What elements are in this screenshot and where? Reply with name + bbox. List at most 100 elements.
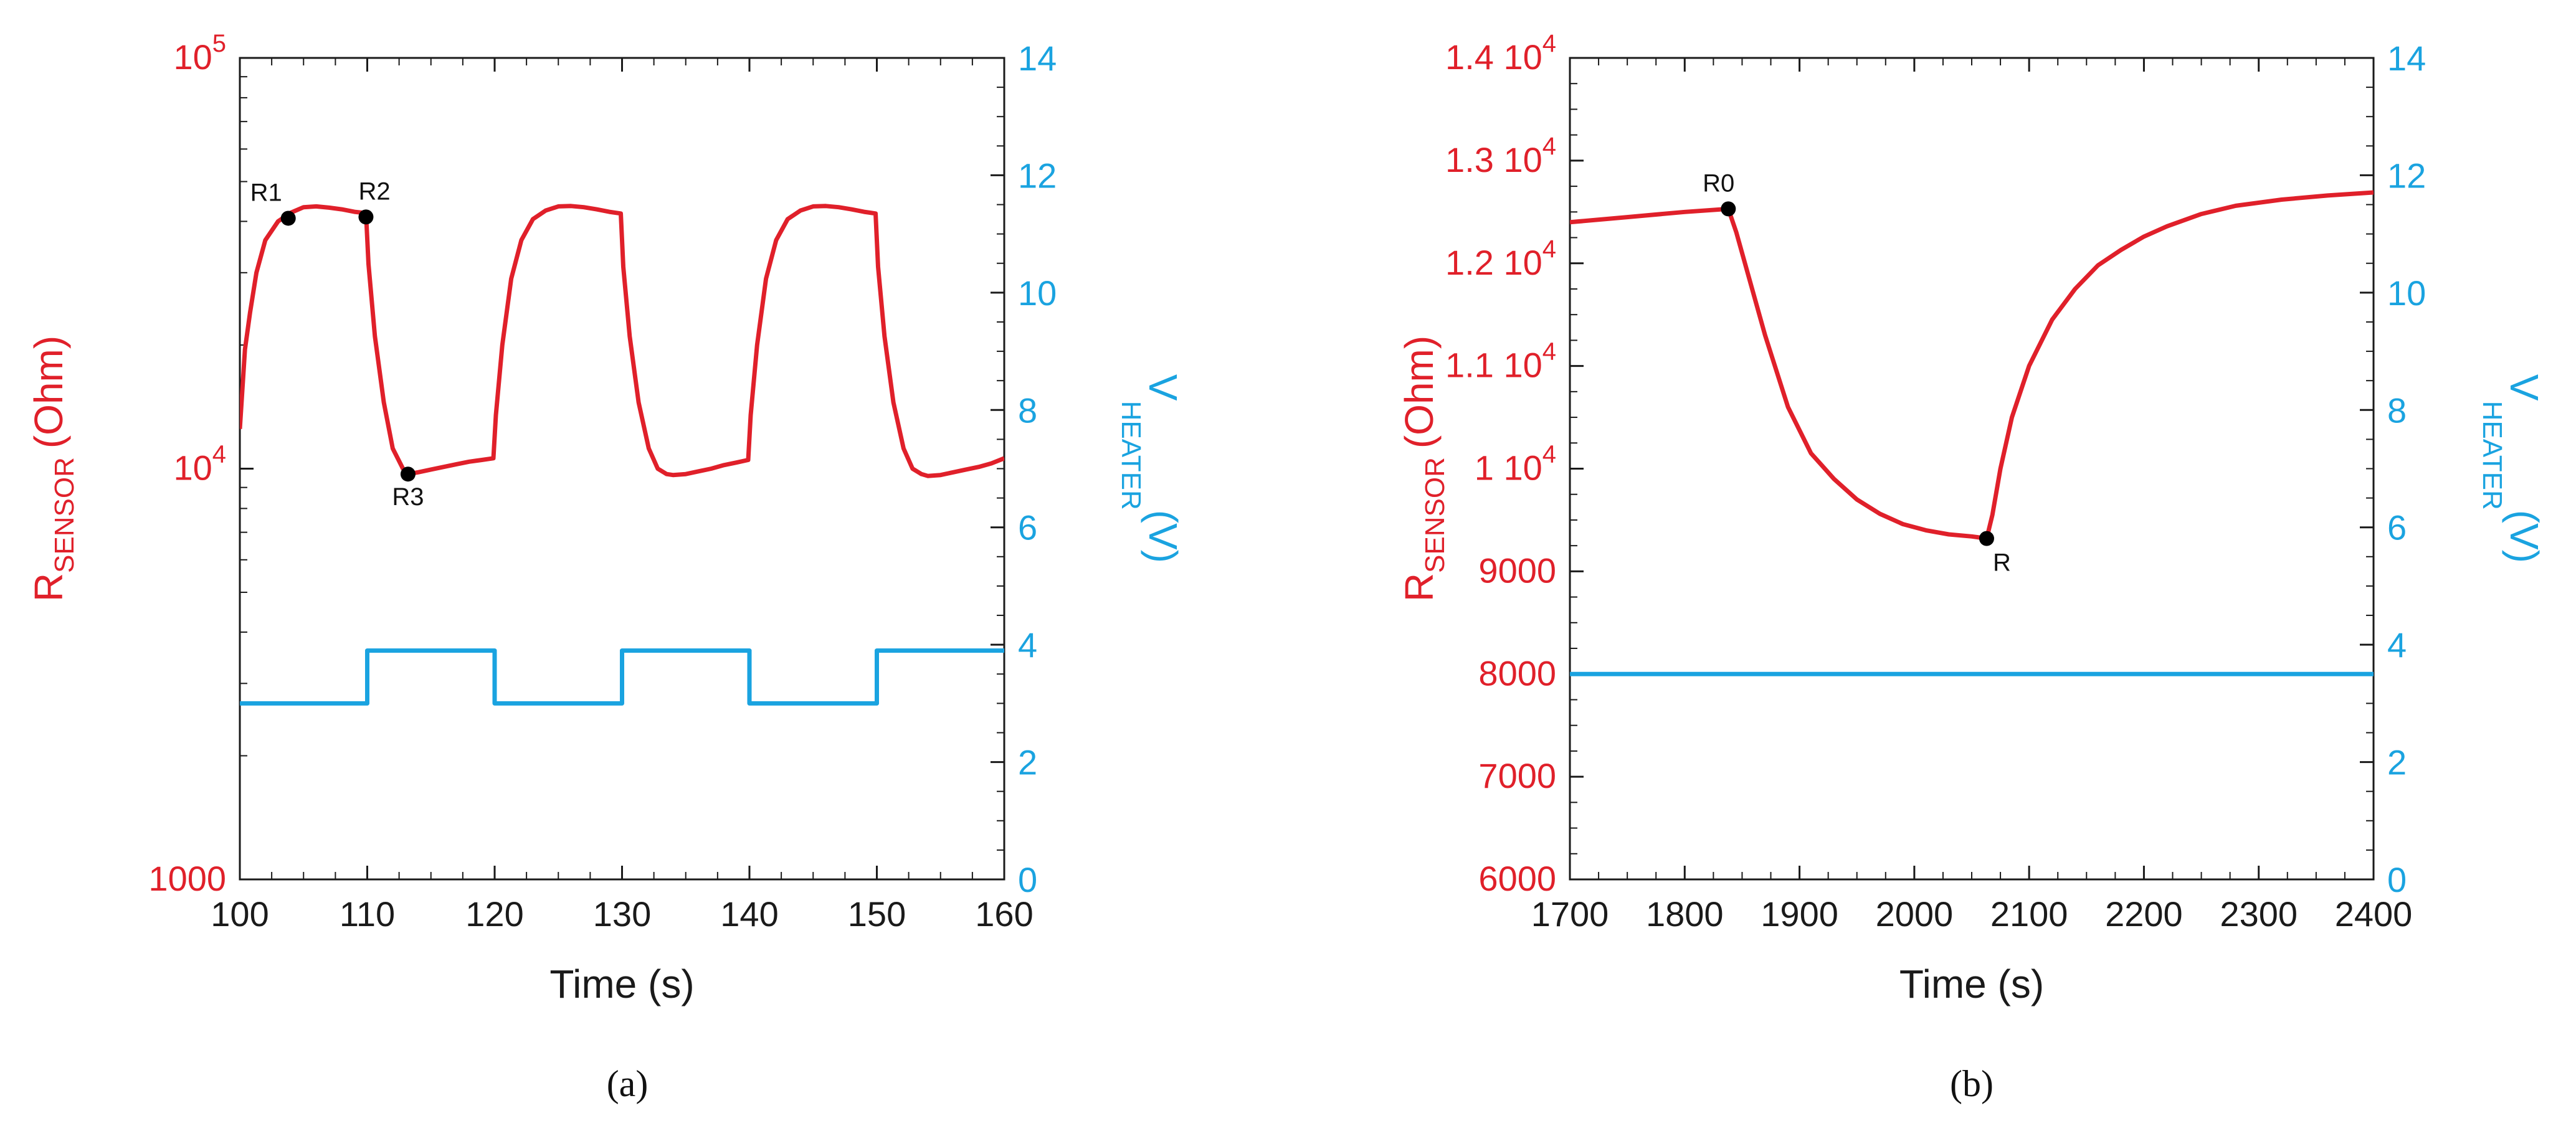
annotation-marker: [280, 211, 296, 226]
y-right-tick-label: 6: [1018, 508, 1037, 547]
y-right-axis-title: VHEATER(V): [1116, 374, 1186, 563]
y-right-title-main: V: [1141, 374, 1186, 401]
x-tick-label: 1900: [1761, 894, 1838, 934]
y-left-tick-base: 10: [173, 448, 212, 488]
x-tick-label: 140: [720, 894, 778, 934]
y-left-tick-exp: 4: [1542, 235, 1556, 263]
x-axis-title: Time (s): [549, 962, 694, 1006]
x-tick-label: 1800: [1646, 894, 1724, 934]
y-right-title-unit: (V): [2502, 510, 2547, 563]
y-right-tick-label: 0: [2387, 860, 2407, 899]
y-right-tick-label: 2: [1018, 743, 1037, 782]
x-tick-label: 150: [848, 894, 906, 934]
y-left-title-main: R: [26, 573, 71, 602]
y-right-tick-label: 10: [1018, 273, 1057, 313]
y-left-tick-base: 6000: [1478, 859, 1556, 898]
y-left-tick-base: 1.1 10: [1445, 346, 1542, 385]
y-left-tick-exp: 4: [1542, 441, 1556, 468]
annotation-label: R3: [392, 483, 424, 511]
y-right-title-unit: (V): [1141, 510, 1186, 563]
y-right-tick-label: 0: [1018, 860, 1037, 899]
series-line-v-heater: [240, 648, 1004, 706]
y-left-tick-label: 9000: [1478, 551, 1556, 590]
y-left-tick-label: 7000: [1478, 756, 1556, 795]
y-right-tick-label: 4: [2387, 625, 2407, 665]
y-left-title-main: R: [1397, 573, 1442, 602]
x-tick-label: 160: [975, 894, 1033, 934]
y-left-title-sub: SENSOR: [1420, 457, 1450, 573]
y-left-tick-base: 1000: [148, 859, 226, 898]
y-left-tick-label: 1.4 104: [1445, 30, 1556, 77]
y-right-tick-label: 12: [2387, 156, 2426, 195]
x-tick-label: 100: [211, 894, 269, 934]
y-right-title-sub: HEATER: [2477, 401, 2507, 510]
y-left-tick-label: 1.2 104: [1445, 235, 1556, 282]
y-left-tick-label: 105: [173, 30, 226, 77]
y-left-title-unit: (Ohm): [26, 336, 71, 448]
panel-caption: (b): [1950, 1063, 1994, 1104]
x-tick-label: 2300: [2220, 894, 2298, 934]
x-tick-label: 110: [340, 894, 395, 934]
annotation-marker: [1979, 531, 1994, 546]
y-left-tick-base: 7000: [1478, 756, 1556, 795]
annotation-label: R1: [250, 179, 282, 206]
y-right-tick-label: 10: [2387, 273, 2426, 313]
y-left-tick-label: 104: [173, 441, 226, 488]
y-left-tick-exp: 4: [1542, 133, 1556, 160]
y-right-tick-label: 8: [2387, 391, 2407, 430]
y-right-title-main: V: [2502, 374, 2547, 401]
y-left-tick-label: 1.3 104: [1445, 133, 1556, 179]
y-right-tick-label: 2: [2387, 743, 2407, 782]
y-left-axis-title: RSENSOR (Ohm): [26, 336, 80, 602]
y-left-tick-exp: 4: [212, 441, 226, 468]
x-tick-label: 1700: [1531, 894, 1609, 934]
x-axis-title: Time (s): [1899, 962, 2044, 1006]
y-right-tick-label: 14: [2387, 39, 2426, 78]
plot-frame: [239, 57, 1005, 881]
y-right-tick-label: 8: [1018, 391, 1037, 430]
series-line-r-sensor: [240, 204, 1004, 478]
y-left-tick-base: 1 10: [1475, 448, 1542, 488]
y-left-tick-base: 10: [173, 37, 212, 77]
x-tick-label: 2100: [1990, 894, 2068, 934]
y-right-title-sub: HEATER: [1116, 401, 1146, 510]
y-left-tick-label: 8000: [1478, 653, 1556, 693]
y-left-tick-label: 6000: [1478, 859, 1556, 898]
y-right-tick-label: 12: [1018, 156, 1057, 195]
y-left-title-unit: (Ohm): [1397, 336, 1442, 448]
annotation-label: R: [1993, 549, 2011, 577]
y-left-axis-title: RSENSOR (Ohm): [1397, 336, 1450, 602]
annotation-marker: [1721, 201, 1736, 217]
annotation-label: R0: [1703, 169, 1734, 197]
y-left-tick-exp: 4: [1542, 30, 1556, 57]
x-tick-label: 2400: [2335, 894, 2413, 934]
y-right-tick-label: 4: [1018, 625, 1037, 665]
y-left-title-sub: SENSOR: [49, 457, 80, 573]
series-line-r-sensor: [1570, 190, 2374, 541]
y-left-tick-base: 1.2 10: [1445, 243, 1542, 282]
y-left-tick-base: 1.3 10: [1445, 140, 1542, 179]
y-left-tick-exp: 4: [1542, 338, 1556, 366]
y-right-tick-label: 14: [1018, 39, 1057, 78]
plot-frame: [1569, 57, 2375, 881]
annotation-marker: [358, 209, 374, 225]
x-tick-label: 120: [465, 894, 523, 934]
y-left-tick-base: 8000: [1478, 653, 1556, 693]
x-tick-label: 2200: [2105, 894, 2183, 934]
panel-caption: (a): [607, 1063, 649, 1104]
x-tick-label: 130: [593, 894, 651, 934]
y-left-tick-label: 1 104: [1475, 441, 1556, 488]
x-tick-label: 2000: [1876, 894, 1954, 934]
annotation-marker: [400, 466, 416, 482]
annotation-label: R2: [358, 178, 390, 205]
y-left-tick-base: 1.4 10: [1445, 37, 1542, 77]
y-left-tick-base: 9000: [1478, 551, 1556, 590]
y-left-tick-label: 1.1 104: [1445, 338, 1556, 385]
y-left-tick-label: 1000: [148, 859, 226, 898]
y-left-tick-exp: 5: [212, 30, 226, 57]
y-right-tick-label: 6: [2387, 508, 2407, 547]
